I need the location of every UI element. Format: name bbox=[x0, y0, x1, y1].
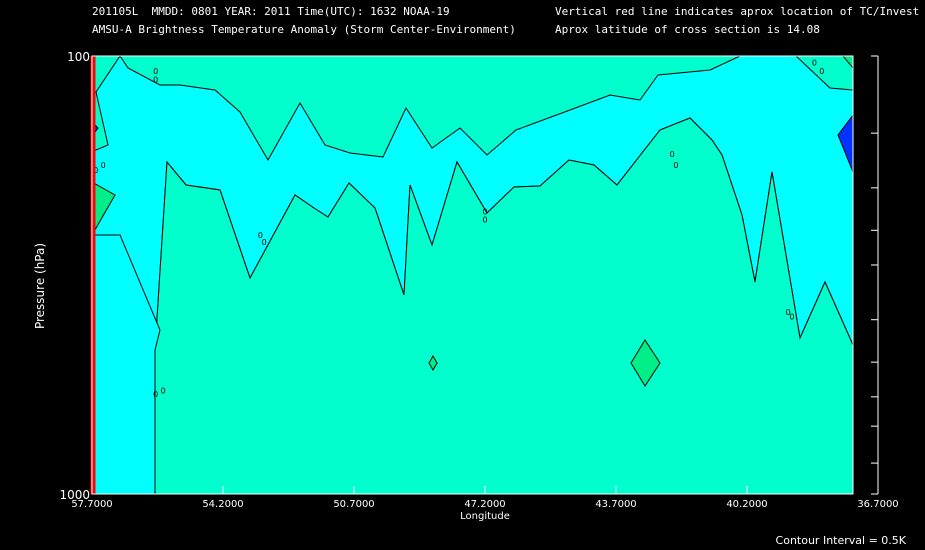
contour-value-label: 0 bbox=[153, 390, 158, 399]
header-line1-left: 201105L MMDD: 0801 YEAR: 2011 Time(UTC):… bbox=[92, 5, 450, 18]
warm-region-small bbox=[428, 354, 438, 372]
contour-value-label: 0 bbox=[262, 238, 267, 247]
x-tick-label: 50.7000 bbox=[333, 499, 374, 510]
plot-frame bbox=[91, 55, 854, 495]
contour-value-label: 0 bbox=[786, 308, 791, 317]
contour-value-label: 0 bbox=[258, 231, 263, 240]
warm-region-right-top bbox=[842, 56, 853, 69]
contour-value-label: 0 bbox=[482, 207, 487, 216]
x-tick-label: 43.7000 bbox=[595, 499, 636, 510]
base-region-lower bbox=[154, 117, 853, 494]
cold-region-right bbox=[837, 114, 853, 173]
contour-value-label: 0 bbox=[673, 161, 678, 170]
base-region-left-strip bbox=[92, 56, 121, 151]
warm-region-left bbox=[92, 181, 116, 237]
y-tick-label: 1000 bbox=[59, 488, 90, 502]
header-line1-right: Vertical red line indicates aprox locati… bbox=[555, 5, 920, 18]
base-region-upper bbox=[92, 56, 853, 162]
x-tick-label: 47.2000 bbox=[464, 499, 505, 510]
header-line2-right: Aprox latitude of cross section is 14.08 bbox=[555, 23, 820, 36]
x-axis: 57.7000 54.2000 50.7000 47.2000 43.7000 40.20… bbox=[71, 486, 899, 510]
header-line2-left: AMSU-A Brightness Temperature Anomaly (S… bbox=[92, 23, 516, 36]
x-tick-label: 57.7000 bbox=[71, 499, 112, 510]
cool-region-left-column bbox=[92, 234, 161, 494]
y-axis-label: Pressure (hPa) bbox=[33, 243, 47, 329]
contour-value-label: 0 bbox=[153, 67, 158, 76]
x-tick-label: 36.7000 bbox=[857, 499, 898, 510]
contour-interval-label: Contour Interval = 0.5K bbox=[776, 534, 907, 547]
contour-value-label: 0 bbox=[670, 150, 675, 159]
contour-value-label: 0 bbox=[819, 67, 824, 76]
contour-value-label: 0 bbox=[93, 166, 98, 175]
x-axis-label: Longitude bbox=[460, 511, 510, 522]
y-axis: 100 1000 bbox=[59, 50, 878, 502]
contour-value-label: 0 bbox=[789, 313, 794, 322]
contour-value-label: 0 bbox=[161, 387, 166, 396]
contour-value-label: 0 bbox=[482, 216, 487, 225]
contour-field bbox=[92, 56, 853, 494]
contour-value-label: 0 bbox=[812, 58, 817, 67]
x-tick-label: 54.2000 bbox=[202, 499, 243, 510]
y-tick-label: 100 bbox=[67, 50, 90, 64]
contour-value-label: 0 bbox=[153, 76, 158, 85]
contour-value-label: 0 bbox=[101, 161, 106, 170]
warm-region-diamond bbox=[630, 339, 661, 387]
x-tick-label: 40.2000 bbox=[726, 499, 767, 510]
